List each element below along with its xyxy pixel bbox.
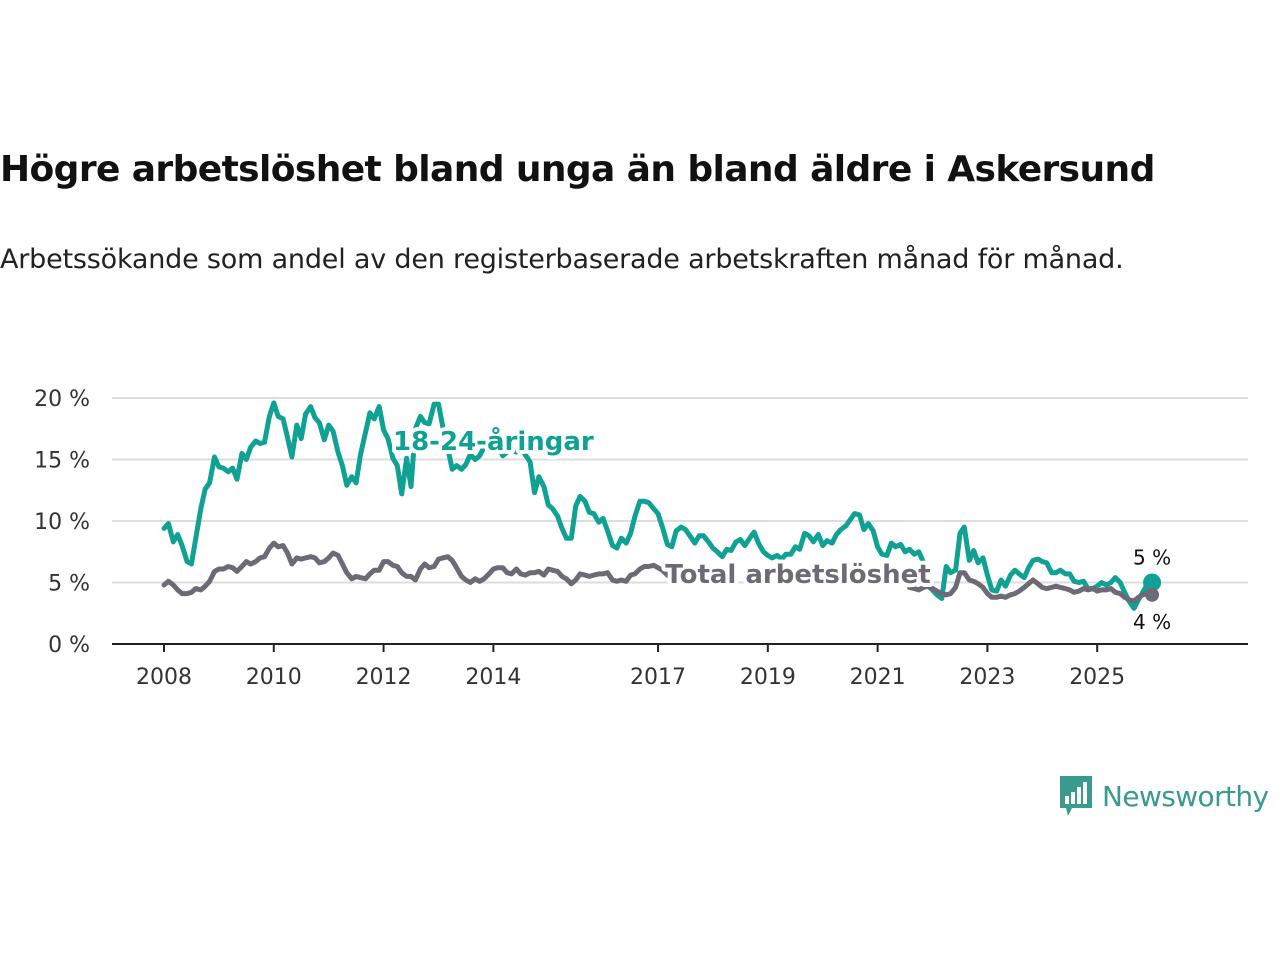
y-tick-label: 0 % — [48, 633, 90, 658]
series-end-label: 4 % — [1133, 610, 1171, 634]
chart-labels: 0 % 5 % 10 % 15 % 20 % 2008 2010 2012 2014 2017 20… — [34, 387, 1171, 690]
page-subtitle: Arbetssökande som andel av den registerb… — [0, 244, 1124, 275]
brand-name: Newsworthy — [1102, 779, 1269, 813]
x-tick-label: 2021 — [850, 665, 906, 690]
y-tick-label: 15 % — [34, 449, 90, 474]
series-lines — [161, 400, 1162, 611]
page-title: Högre arbetslöshet bland unga än bland ä… — [0, 149, 1155, 190]
newsworthy-logo: Newsworthy — [1058, 774, 1269, 818]
x-tick-label: 2008 — [136, 665, 192, 690]
x-tick-label: 2023 — [959, 665, 1015, 690]
y-tick-label: 10 % — [34, 510, 90, 535]
y-tick-label: 20 % — [34, 387, 90, 412]
series-annotation: 18-24-åringar — [393, 425, 594, 457]
series-end-label: 5 % — [1133, 546, 1171, 570]
grid-lines — [112, 397, 1248, 584]
series-line-1 — [161, 540, 1155, 604]
series-annotation-halo: Total arbetslöshet — [665, 560, 930, 590]
x-tick-label: 2017 — [630, 665, 686, 690]
x-axis — [112, 643, 1248, 652]
x-tick-label: 2010 — [246, 665, 302, 690]
series-end-marker-0 — [1143, 573, 1162, 592]
series-end-marker-1 — [1145, 587, 1160, 602]
series-line-0 — [161, 400, 1155, 611]
x-tick-label: 2025 — [1069, 665, 1125, 690]
x-tick-label: 2014 — [465, 665, 521, 690]
series-annotation: Total arbetslöshet — [665, 560, 930, 590]
y-tick-label: 5 % — [48, 572, 90, 597]
series-annotation-halo: 18-24-åringar — [393, 425, 594, 457]
x-tick-label: 2019 — [740, 665, 796, 690]
newsworthy-logo-icon — [1060, 776, 1092, 816]
x-tick-label: 2012 — [356, 665, 412, 690]
